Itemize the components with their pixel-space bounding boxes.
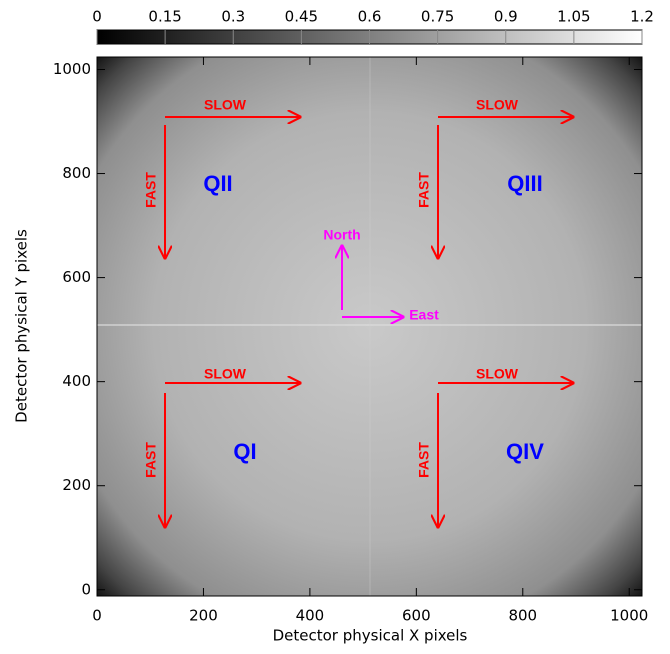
colorbar-tick-label: 0.75 xyxy=(421,8,454,26)
annotation: FAST xyxy=(143,442,159,478)
annotation: QIII xyxy=(507,171,542,196)
annotation: FAST xyxy=(416,442,432,478)
y-tick-label: 200 xyxy=(62,476,91,494)
y-tick-label: 800 xyxy=(62,164,91,182)
x-tick-label: 600 xyxy=(402,607,431,625)
annotation: North xyxy=(323,227,360,243)
colorbar-tick-label: 0.9 xyxy=(494,8,518,26)
y-axis-label: Detector physical Y pixels xyxy=(13,229,31,423)
y-tick-label: 600 xyxy=(62,268,91,286)
plot-frame xyxy=(96,56,643,597)
compass xyxy=(342,246,403,317)
annotation: QII xyxy=(203,171,232,196)
x-tick-label: 400 xyxy=(296,607,325,625)
detector-image xyxy=(97,57,642,596)
colorbar-tick-label: 0.6 xyxy=(358,8,382,26)
x-tick-label: 200 xyxy=(189,607,218,625)
annotation: FAST xyxy=(143,172,159,208)
colorbar-tick-label: 1.2 xyxy=(630,8,654,26)
colorbar-tick-label: 1.05 xyxy=(557,8,590,26)
x-axis-label: Detector physical X pixels xyxy=(273,627,468,645)
arrows xyxy=(165,117,573,527)
colorbar-tick-label: 0.45 xyxy=(285,8,318,26)
colorbar-tick-label: 0 xyxy=(92,8,102,26)
colorbar-tick-label: 0.3 xyxy=(221,8,245,26)
y-tick-label: 0 xyxy=(81,580,91,598)
colorbar-tick-label: 0.15 xyxy=(148,8,181,26)
annotation: QI xyxy=(233,439,256,464)
annotation: SLOW xyxy=(204,97,247,113)
x-tick-label: 0 xyxy=(92,607,102,625)
annotation: QIV xyxy=(506,439,544,464)
annotation: East xyxy=(409,307,439,323)
annotation: SLOW xyxy=(204,366,247,382)
y-tick-label: 1000 xyxy=(53,60,91,78)
annotation: SLOW xyxy=(476,97,519,113)
y-tick-label: 400 xyxy=(62,372,91,390)
annotation: SLOW xyxy=(476,366,519,382)
x-tick-label: 1000 xyxy=(610,607,648,625)
annotation: FAST xyxy=(416,172,432,208)
x-tick-label: 800 xyxy=(508,607,537,625)
